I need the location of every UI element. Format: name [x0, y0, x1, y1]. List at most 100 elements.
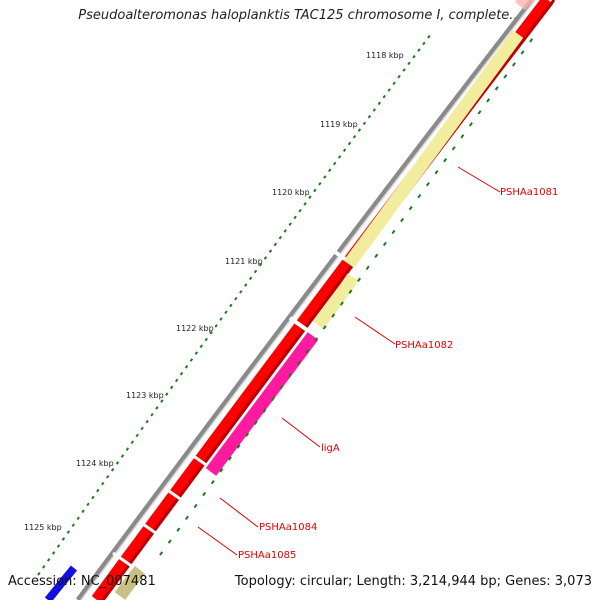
tick-mark — [176, 527, 181, 532]
tick-mark — [125, 447, 130, 451]
gene-labels: PSHAa1081 PSHAa1082 ligA PSHAa1084 PSHAa… — [238, 187, 558, 561]
tick-mark — [120, 454, 125, 458]
tick-mark — [308, 195, 312, 199]
tick-mark — [333, 161, 337, 166]
tick-mark — [402, 68, 406, 72]
gene-label-PSHAa1081: PSHAa1081 — [500, 187, 558, 198]
tick-mark — [189, 358, 194, 362]
tick-mark — [357, 277, 362, 282]
gene-gap — [165, 487, 187, 505]
tick-mark — [503, 74, 508, 79]
tick-mark — [288, 372, 293, 378]
tick-mark — [451, 146, 456, 151]
tick-mark — [408, 205, 413, 211]
tick-mark — [328, 168, 332, 173]
tick-mark — [422, 41, 426, 46]
gene-PSHAa1082[interactable] — [312, 273, 359, 330]
gene-ligA[interactable] — [205, 332, 319, 476]
tick-mark — [210, 479, 215, 485]
tick-mark — [293, 215, 297, 220]
tick-mark — [239, 290, 243, 294]
tick-mark — [96, 488, 100, 493]
tick-mark — [367, 114, 372, 119]
tick-mark — [348, 289, 353, 294]
tick-mark — [194, 351, 199, 355]
tick-mark — [486, 98, 491, 103]
tick-mark — [47, 558, 51, 562]
tick-label: 1124 kbp — [76, 459, 114, 468]
backbone-arc-highlight — [80, 0, 536, 600]
gene-PSHAa1085[interactable] — [114, 565, 146, 600]
tick-mark — [245, 432, 250, 437]
gene-gap — [112, 551, 134, 569]
tick-mark — [305, 349, 310, 354]
tick-mark — [365, 265, 370, 271]
tick-mark — [298, 208, 302, 213]
tick-mark — [337, 155, 342, 159]
tick-mark — [468, 122, 473, 127]
tick-mark — [130, 440, 134, 445]
tick-mark — [382, 94, 386, 99]
tick-mark — [160, 399, 164, 403]
gene-label-PSHAa1085: PSHAa1085 — [238, 550, 296, 561]
tick-mark — [425, 181, 430, 187]
tick-mark — [377, 101, 381, 106]
tick-mark — [352, 134, 357, 139]
tick-mark — [248, 276, 253, 281]
tick-mark — [135, 433, 139, 438]
tick-mark — [179, 371, 184, 376]
tick-mark — [362, 121, 367, 126]
tick-mark — [318, 181, 322, 186]
tick-mark — [273, 242, 278, 247]
tick-mark — [288, 222, 292, 226]
tick-mark — [81, 509, 85, 514]
tick-label: 1120 kbp — [272, 188, 310, 197]
tick-mark — [204, 337, 208, 342]
tick-mark — [51, 551, 56, 555]
tick-mark — [236, 444, 241, 449]
kbp-labels: 1118 kbp 1119 kbp 1120 kbp 1121 kbp 1122… — [24, 51, 404, 532]
tick-mark — [167, 539, 172, 544]
tick-mark — [228, 456, 232, 461]
tick-mark — [219, 468, 224, 473]
tick-mark — [323, 175, 327, 179]
tick-mark — [193, 503, 198, 509]
tick-mark — [145, 419, 149, 424]
tick-mark — [342, 148, 347, 152]
tick-mark — [460, 134, 465, 139]
tick-mark — [278, 235, 282, 240]
tick-mark — [101, 481, 105, 486]
tick-label: 1121 kbp — [225, 257, 263, 266]
tick-label: 1118 kbp — [366, 51, 404, 60]
tick-mark — [374, 253, 379, 259]
tick-mark — [392, 81, 396, 86]
tick-mark — [339, 301, 344, 306]
tick-mark — [303, 202, 307, 206]
tick-mark — [520, 50, 525, 55]
gene-label-PSHAa1082: PSHAa1082 — [395, 340, 453, 351]
tick-mark — [71, 523, 75, 527]
tick-mark — [219, 317, 223, 321]
tick-mark — [140, 426, 144, 431]
tick-mark — [417, 48, 421, 52]
tick-mark — [229, 303, 233, 308]
gene-PSHAa1081[interactable] — [343, 30, 524, 268]
tick-mark — [199, 344, 203, 349]
tick-mark — [56, 544, 61, 548]
tick-mark — [86, 502, 90, 507]
backbone-arc — [75, 0, 534, 600]
tick-mark — [234, 296, 238, 301]
tick-mark — [258, 262, 263, 267]
gene-faded-top — [515, 0, 536, 11]
tick-mark — [511, 62, 516, 67]
tick-mark — [174, 378, 179, 383]
tick-mark — [331, 313, 336, 318]
tick-mark — [314, 337, 319, 342]
tick-mark — [391, 229, 396, 235]
gene-gap — [139, 520, 161, 538]
tick-mark — [427, 35, 431, 39]
gene-gap — [288, 316, 312, 334]
tick-mark — [214, 324, 218, 328]
tick-mark — [322, 325, 327, 330]
tick-mark — [253, 269, 258, 274]
